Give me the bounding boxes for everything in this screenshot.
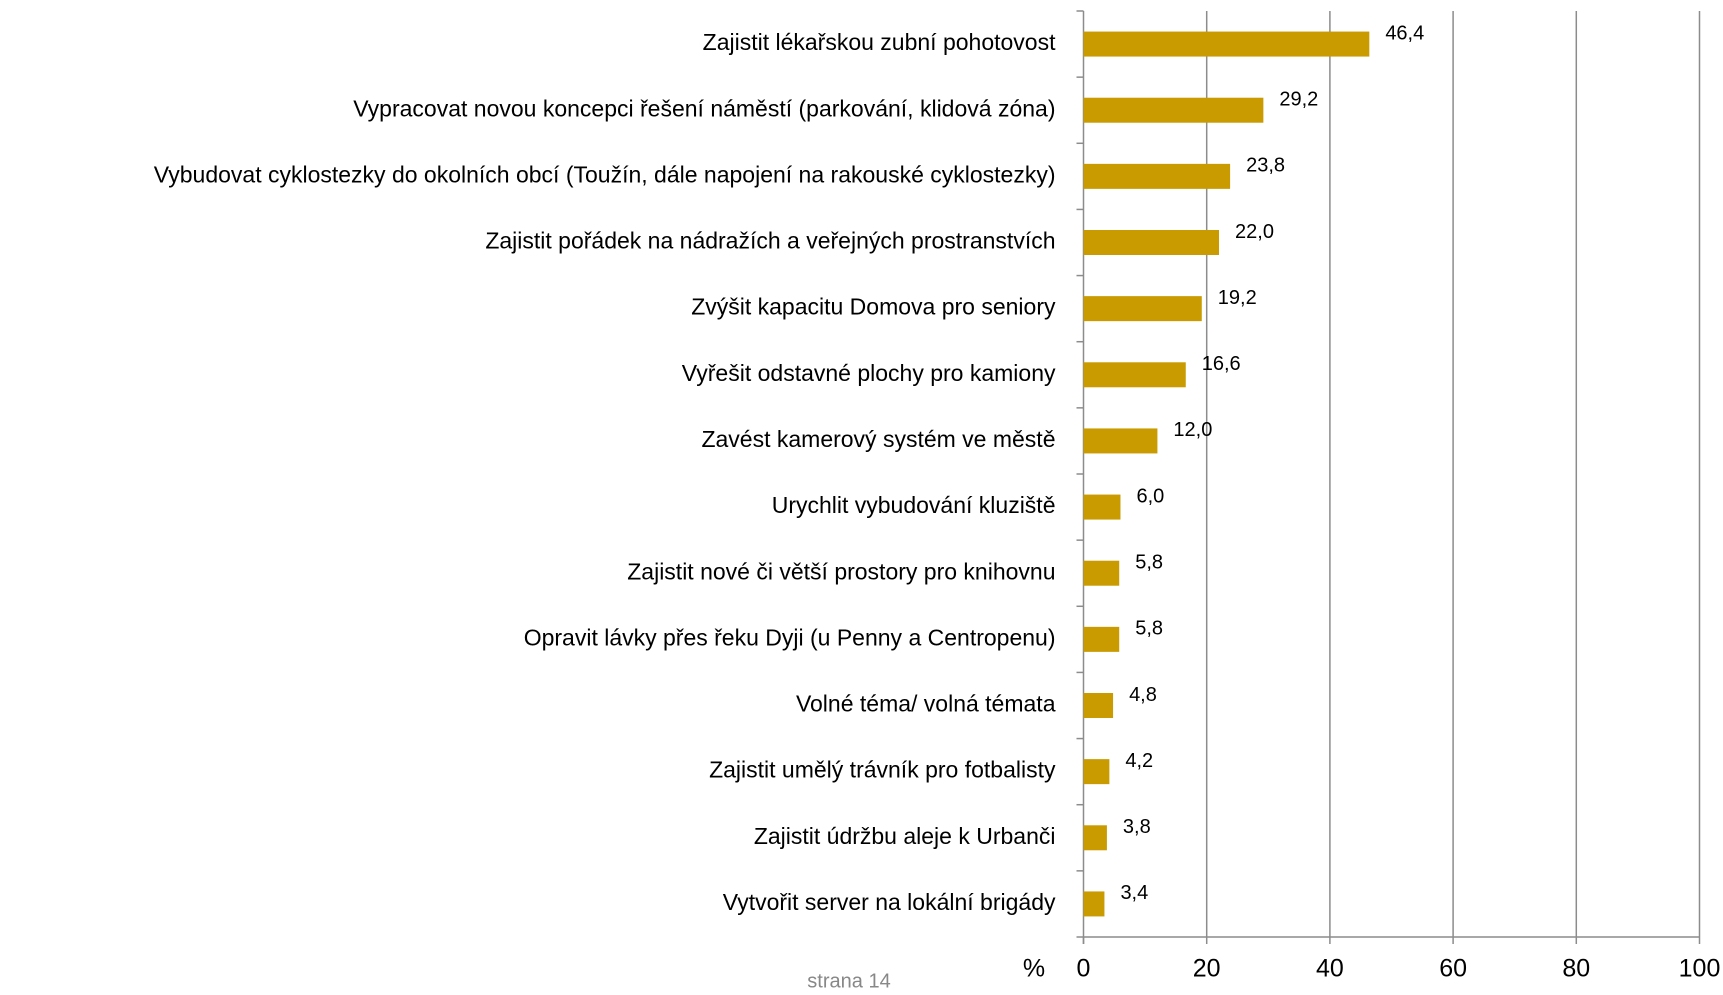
data-label: 3,4 [1120,882,1148,904]
bar [1083,626,1120,652]
bar [1083,759,1110,785]
bar [1083,362,1186,388]
data-label: 4,8 [1129,684,1157,706]
bar [1083,560,1120,586]
data-label: 19,2 [1218,287,1257,309]
bar [1083,494,1121,520]
bar [1083,31,1370,57]
bar [1083,230,1220,255]
y-tick-label: Zvýšit kapacitu Domova pro seniory [691,294,1056,320]
y-tick-label: Zajistit údržbu aleje k Urbanči [754,823,1056,849]
y-tick-label: Volné téma/ volná témata [796,691,1056,717]
y-tick-label: Vytvořit server na lokální brigády [723,889,1056,915]
x-tick-label: 0 [1077,955,1091,983]
x-tick-label: 40 [1316,955,1344,983]
y-tick-label: Vybudovat cyklostezky do okolních obcí (… [154,161,1056,187]
footer: strana 14 [807,970,890,990]
data-label: 12,0 [1173,419,1212,441]
x-tick-label: 80 [1562,955,1590,983]
y-tick-label: Zajistit nové či větší prostory pro knih… [627,558,1055,584]
bar [1083,825,1107,851]
x-tick-label: 100 [1679,955,1721,983]
data-label: 46,4 [1385,22,1424,44]
bar [1083,693,1114,718]
data-label: 29,2 [1279,88,1318,110]
y-tick-label: Zavést kamerový systém ve městě [701,426,1055,452]
y-tick-label: Urychlit vybudování kluziště [772,492,1056,518]
x-axis-label: % [1023,955,1045,983]
data-label: 5,8 [1135,618,1163,640]
data-label: 16,6 [1202,353,1241,375]
bar [1083,296,1202,322]
y-tick-label: Opravit lávky přes řeku Dyji (u Penny a … [524,624,1056,650]
y-tick-label: Zajistit pořádek na nádražích a veřejnýc… [485,228,1055,254]
bar [1083,97,1264,123]
bar [1083,428,1158,454]
data-label: 23,8 [1246,155,1285,177]
x-tick-label: 20 [1193,955,1221,983]
y-tick-label: Vyřešit odstavné plochy pro kamiony [682,360,1056,386]
y-tick-label: Vypracovat novou koncepci řešení náměstí… [353,95,1055,121]
data-label: 3,8 [1123,816,1151,838]
x-tick-label: 60 [1439,955,1467,983]
y-tick-label: Zajistit umělý trávník pro fotbalisty [709,757,1056,783]
bar [1083,163,1231,189]
data-label: 5,8 [1135,551,1163,573]
data-label: 4,2 [1125,750,1153,772]
y-tick-label: Zajistit lékařskou zubní pohotovost [703,29,1056,55]
data-label: 6,0 [1136,485,1164,507]
bar [1083,891,1105,917]
data-label: 22,0 [1235,221,1274,243]
